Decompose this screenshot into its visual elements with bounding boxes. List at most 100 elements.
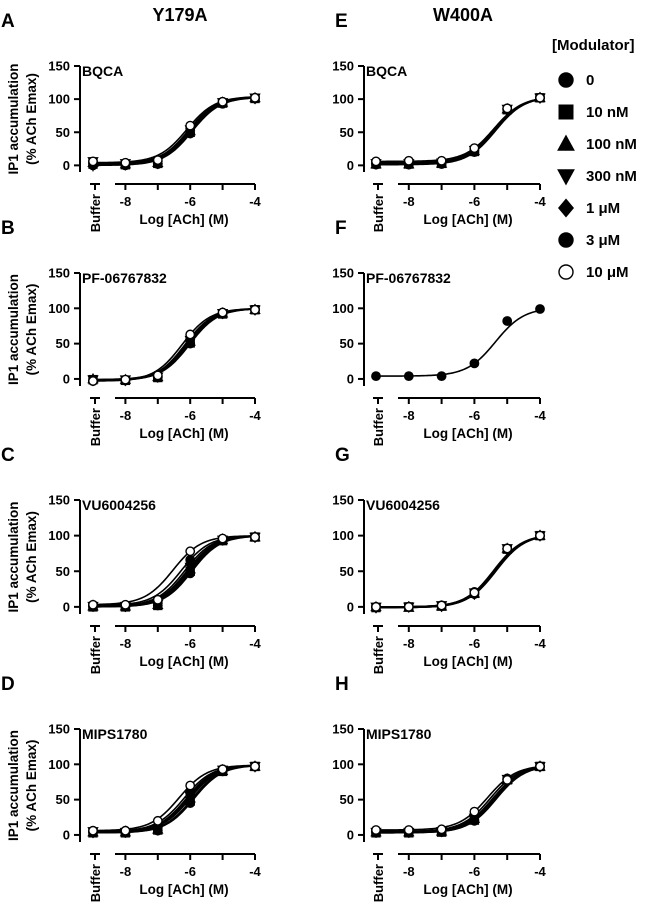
- legend-marker-6: [558, 264, 574, 280]
- data-point: [88, 156, 98, 167]
- y-tick-label: 0: [347, 599, 354, 614]
- fit-curve: [92, 308, 256, 382]
- fit-curve: [92, 764, 256, 833]
- data-point: [403, 601, 414, 612]
- data-point: [120, 825, 131, 836]
- legend-marker-symbol-3: [557, 169, 575, 186]
- fit-curve: [376, 766, 541, 833]
- modulator-name: PF-06767832: [366, 270, 451, 286]
- fit-curve: [376, 766, 541, 833]
- series-10-uM: [371, 92, 545, 167]
- data-point: [152, 594, 163, 605]
- fit-curve: [92, 308, 256, 382]
- y-tick-label: 100: [332, 528, 354, 543]
- y-tick-label: 0: [63, 827, 70, 842]
- data-point: [436, 600, 447, 611]
- y-axis-title-line1: IP1 accumulation: [6, 63, 21, 174]
- y-tick-label: 50: [340, 564, 354, 579]
- data-point: [502, 774, 513, 785]
- data-point: [535, 92, 545, 103]
- y-axis-title-line2: (% ACh Emax): [24, 284, 39, 376]
- data-point: [250, 92, 260, 103]
- series-300-nM: [87, 762, 261, 839]
- data-point: [152, 370, 163, 381]
- modulator-name: VU6004256: [366, 497, 440, 513]
- legend-label-5: 3 μM: [586, 232, 620, 249]
- data-point: [88, 599, 98, 610]
- data-point: [371, 156, 381, 167]
- series-10-uM: [88, 304, 260, 386]
- x-tick-label: -8: [120, 864, 132, 879]
- fit-curve: [92, 96, 256, 165]
- fit-curve: [92, 764, 256, 832]
- legend-marker-symbol-0: [558, 72, 574, 88]
- series-3-uM: [88, 92, 260, 169]
- x-tick-label: -6: [184, 408, 196, 423]
- y-tick-label: 0: [347, 827, 354, 842]
- y-tick-label: 100: [48, 92, 70, 107]
- data-point: [535, 530, 545, 541]
- series-10-uM: [88, 92, 260, 168]
- x-tick-label-buffer: Buffer: [371, 864, 386, 902]
- x-tick-label: -4: [249, 864, 261, 879]
- series-3-uM: [371, 530, 545, 612]
- y-tick-label: 100: [332, 92, 354, 107]
- panel-f: F PF-06767832 0 50 100 150 Buffer -8 -6 -4 Log [AC…: [332, 218, 546, 446]
- x-axis-title: Log [ACh] (M): [139, 212, 228, 227]
- column-title-y179a: Y179A: [152, 5, 207, 25]
- legend-marker-1: [558, 104, 574, 120]
- x-tick-label: -6: [469, 194, 481, 209]
- y-tick-label: 0: [63, 371, 70, 386]
- data-point: [185, 780, 196, 791]
- data-point: [88, 825, 98, 836]
- x-tick-label: -6: [469, 636, 481, 651]
- series-100-nM: [87, 760, 261, 837]
- x-tick-label: -4: [249, 636, 261, 651]
- series-1-uM: [87, 760, 261, 839]
- data-point: [185, 329, 196, 340]
- y-tick-label: 150: [332, 722, 354, 737]
- series-1-uM: [87, 303, 261, 387]
- y-tick-label: 50: [340, 792, 354, 807]
- y-tick-label: 100: [48, 757, 70, 772]
- panel-letter-f: F: [335, 218, 347, 239]
- series-0: [371, 530, 545, 612]
- legend-title: [Modulator]: [552, 37, 634, 54]
- data-point: [469, 806, 480, 817]
- y-tick-label: 50: [56, 564, 70, 579]
- fit-curve: [376, 98, 541, 163]
- modulator-name: BQCA: [82, 63, 123, 79]
- y-tick-label: 0: [63, 599, 70, 614]
- legend-marker-4: [557, 198, 575, 218]
- data-point: [250, 761, 260, 772]
- legend-marker-0: [558, 72, 574, 88]
- fit-curve: [92, 96, 256, 164]
- series-0: [371, 304, 545, 382]
- series-100-nM: [87, 530, 261, 611]
- x-tick-label-buffer: Buffer: [371, 194, 386, 232]
- legend-entry-4: 1 μM: [557, 198, 620, 218]
- x-tick-label: -4: [534, 194, 546, 209]
- fit-curve: [92, 535, 256, 606]
- series-300-nM: [87, 93, 261, 170]
- legend-entry-3: 300 nM: [557, 168, 637, 186]
- data-point: [502, 103, 513, 114]
- y-tick-label: 150: [332, 493, 354, 508]
- fit-curve: [92, 535, 256, 608]
- panel-letter-d: D: [1, 674, 15, 695]
- modulator-name: MIPS1780: [82, 726, 148, 742]
- x-tick-label: -6: [184, 194, 196, 209]
- legend-label-6: 10 μM: [586, 264, 629, 281]
- panel-h: H MIPS1780 0 50 100 150 Buffer -8 -6 -4 Log [ACh] …: [332, 674, 546, 902]
- x-tick-label: -8: [120, 194, 132, 209]
- x-axis-title: Log [ACh] (M): [139, 882, 228, 897]
- data-point: [120, 157, 131, 168]
- fit-curve: [92, 308, 256, 382]
- x-tick-label-buffer: Buffer: [88, 636, 103, 674]
- fit-curve: [92, 535, 256, 607]
- fit-curve: [92, 764, 256, 833]
- data-point: [469, 358, 480, 369]
- data-point: [502, 316, 513, 326]
- x-tick-label: -8: [120, 636, 132, 651]
